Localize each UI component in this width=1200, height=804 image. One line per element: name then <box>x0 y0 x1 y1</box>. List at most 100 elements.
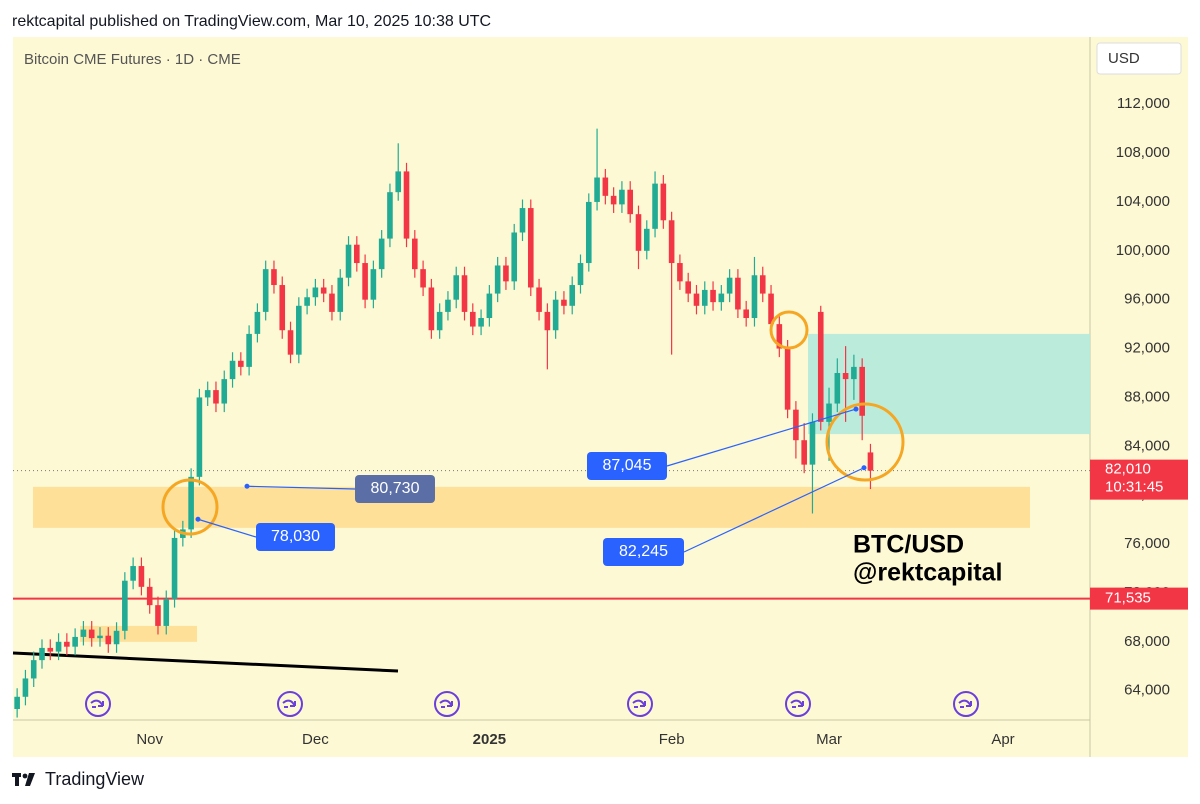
callout-box <box>256 523 335 551</box>
candle-body <box>834 373 841 404</box>
candle-body <box>826 403 832 422</box>
candle-body <box>461 275 468 312</box>
candle-body <box>594 177 600 202</box>
candle-body <box>569 285 576 306</box>
byline: rektcapital published on TradingView.com… <box>12 13 491 30</box>
candle-body <box>428 287 435 331</box>
current-price-box <box>1090 459 1188 500</box>
candle-body <box>64 641 70 647</box>
countdown: 10:31:45 <box>1105 479 1163 496</box>
candle-body <box>155 605 161 626</box>
callout-anchor <box>861 465 867 471</box>
annotation: @rektcapital <box>853 559 1002 587</box>
callout-label: 78,030 <box>271 528 320 545</box>
callout-label: 87,045 <box>603 457 652 474</box>
candle-body <box>22 678 29 697</box>
candle-body <box>213 390 219 404</box>
candle-body <box>511 232 518 282</box>
event-icon <box>785 691 811 717</box>
candle-body <box>97 635 103 639</box>
candle-body <box>238 360 244 367</box>
logo-text: TradingView <box>45 769 145 789</box>
candle-body <box>552 299 559 331</box>
candle-body <box>469 311 476 327</box>
event-icon-arrow <box>958 699 972 708</box>
candle-body <box>561 299 567 306</box>
event-icon-circle <box>785 691 811 717</box>
callout-label: 80,730 <box>371 480 420 497</box>
logo-mark <box>12 773 35 786</box>
candle-body <box>751 275 758 319</box>
event-icon-arrow <box>439 699 453 708</box>
candle-body <box>122 580 128 631</box>
y-tick-label: 108,000 <box>1116 144 1170 161</box>
candle-body <box>196 397 203 477</box>
candle-body <box>842 373 849 380</box>
currency: USD <box>1108 50 1140 67</box>
candle-body <box>296 305 302 355</box>
event-icon <box>85 691 111 717</box>
candle-body <box>544 311 551 331</box>
candle-body <box>329 293 335 312</box>
event-icon <box>627 691 653 717</box>
candle-body <box>362 263 368 300</box>
event-icon-arrow <box>90 699 104 708</box>
candle-body <box>304 297 310 306</box>
candle-body <box>445 299 451 312</box>
candle-body <box>163 599 170 626</box>
callout-line <box>197 518 257 538</box>
candle-body <box>30 660 37 679</box>
candle-body <box>130 566 136 581</box>
candle-body <box>701 289 708 306</box>
callout-box <box>587 452 667 480</box>
candle-body <box>726 277 733 294</box>
event-icon-circle <box>434 691 460 717</box>
candle-body <box>14 696 20 710</box>
callout-label: 82,245 <box>619 543 668 560</box>
candle-body <box>677 263 683 282</box>
candle-body <box>519 208 526 233</box>
candle-body <box>494 265 501 294</box>
candle-body <box>39 647 45 661</box>
candle-body <box>138 566 145 587</box>
event-icon <box>434 691 460 717</box>
annotation: BTC/USD <box>853 531 964 559</box>
candle-body <box>88 629 95 639</box>
candle-body <box>743 309 749 319</box>
event-icon-circle <box>277 691 303 717</box>
candle-body <box>660 183 667 221</box>
level-label: 71,535 <box>1105 590 1151 607</box>
candle-body <box>643 228 650 251</box>
candle-body <box>668 220 675 264</box>
event-icon <box>953 691 979 717</box>
candle-body <box>619 189 625 205</box>
candle-body <box>585 201 592 264</box>
candle-body <box>577 263 584 286</box>
candle-body <box>817 311 824 422</box>
candle-body <box>80 629 87 637</box>
candle-body <box>453 275 460 300</box>
callout-line <box>683 467 865 553</box>
candle-body <box>188 476 194 530</box>
candle-body <box>105 635 112 645</box>
callout-anchor <box>195 516 201 522</box>
candle-body <box>146 586 153 606</box>
y-tick-label: 104,000 <box>1116 193 1170 210</box>
y-tick-label: 84,000 <box>1124 437 1170 454</box>
candle-body <box>254 311 261 334</box>
x-tick-label: Mar <box>816 731 842 748</box>
candles <box>14 128 874 718</box>
x-tick-label: Apr <box>991 731 1014 748</box>
event-icon-arrow <box>632 699 646 708</box>
candle-body <box>229 360 236 380</box>
candle-body <box>312 287 319 298</box>
event-icon <box>277 691 303 717</box>
x-tick-label: 2025 <box>473 731 506 748</box>
candle-body <box>55 641 62 652</box>
candle-body <box>337 277 344 312</box>
highlight-circle <box>769 310 809 350</box>
callout-box <box>355 475 435 503</box>
